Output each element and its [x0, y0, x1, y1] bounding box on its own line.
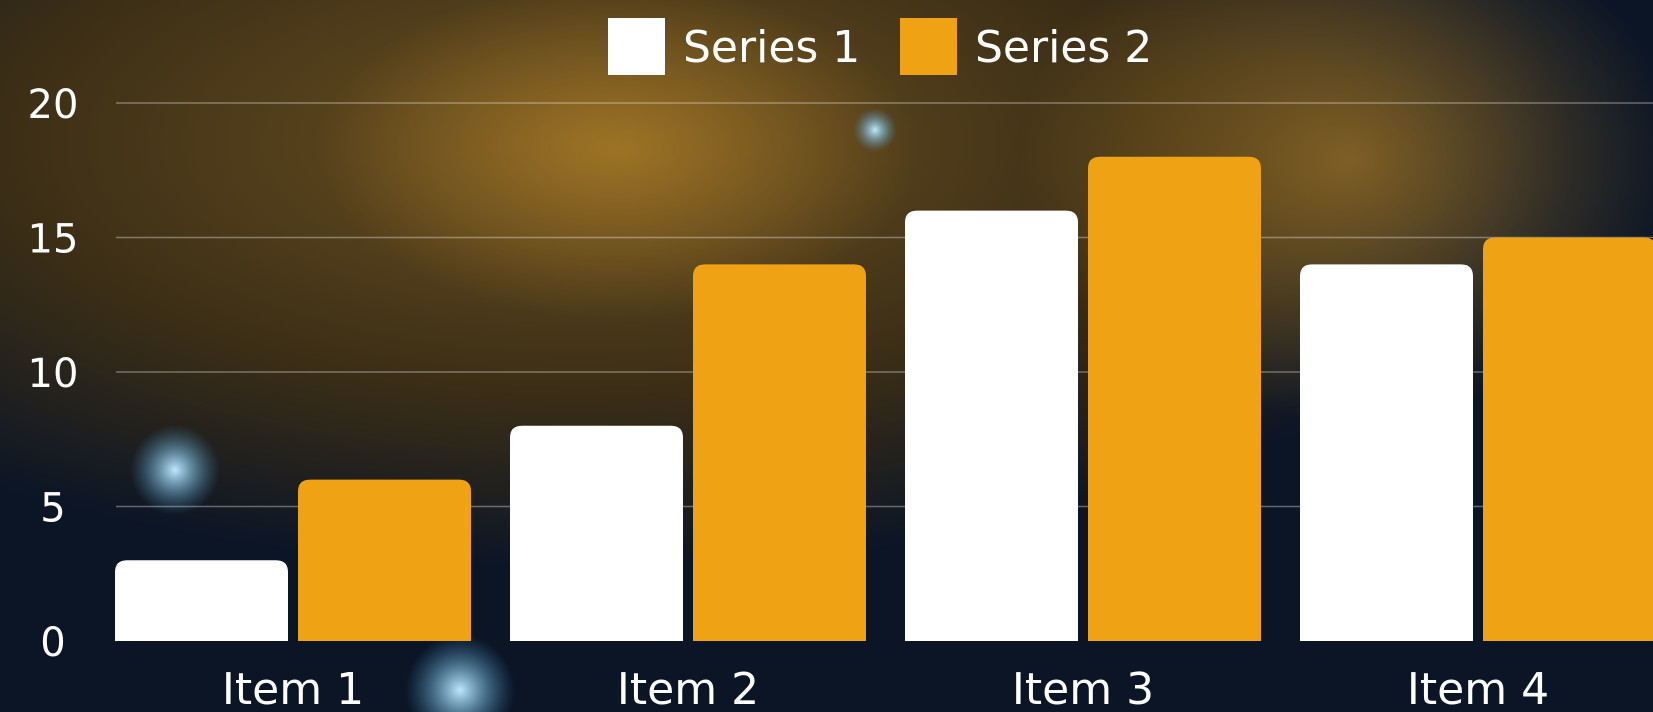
x-tick-label: Item 2: [617, 664, 759, 712]
background-light: [405, 635, 515, 712]
x-tick-label: Item 1: [222, 664, 364, 712]
background-light: [130, 425, 220, 515]
legend-swatch: [900, 18, 957, 75]
bar: [693, 264, 866, 641]
y-tick-label: 20: [28, 82, 79, 128]
x-tick-label: Item 3: [1012, 664, 1154, 712]
bar: [1483, 237, 1653, 641]
bar: [115, 560, 288, 641]
legend-label: Series 2: [975, 22, 1152, 73]
background-light: [853, 108, 897, 152]
background-glow: [320, 0, 920, 320]
bar: [1088, 156, 1261, 642]
bar: [905, 210, 1078, 641]
y-tick-label: 10: [28, 351, 79, 397]
legend-label: Series 1: [683, 22, 860, 73]
y-tick-label: 0: [40, 620, 65, 666]
legend-swatch: [608, 18, 665, 75]
bar: [1300, 264, 1473, 641]
y-tick-label: 15: [28, 217, 79, 263]
bar: [298, 479, 471, 641]
bar: [510, 425, 683, 641]
x-tick-label: Item 4: [1407, 664, 1549, 712]
y-tick-label: 5: [40, 486, 65, 532]
